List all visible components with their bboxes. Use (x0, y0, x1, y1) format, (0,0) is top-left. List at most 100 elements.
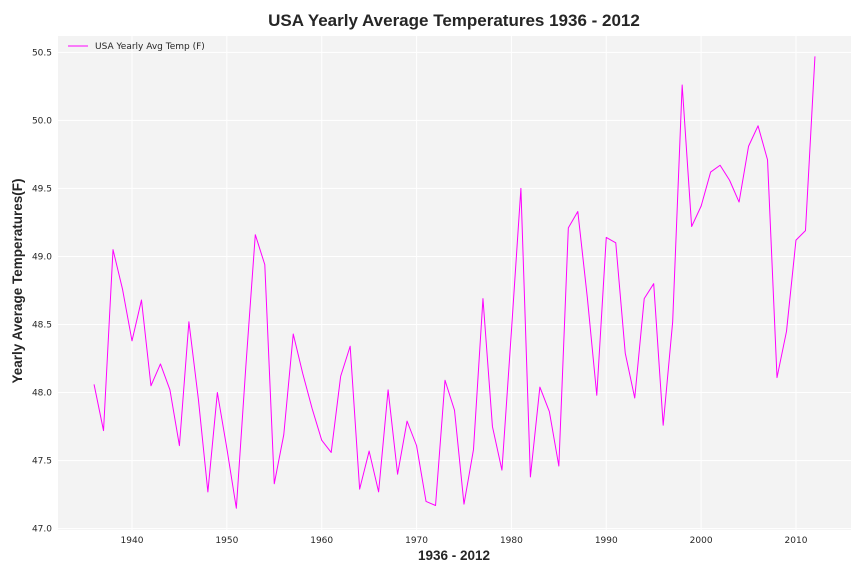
data-point (140, 299, 143, 302)
data-point (282, 433, 285, 436)
data-point (273, 482, 276, 485)
x-tick-label: 1970 (405, 536, 428, 546)
x-tick-label: 1940 (121, 536, 144, 546)
data-point (462, 503, 465, 506)
data-point (320, 439, 323, 442)
data-point (557, 465, 560, 468)
data-point (93, 383, 96, 386)
legend: USA Yearly Avg Temp (F) (68, 42, 205, 52)
data-point (776, 376, 779, 379)
data-point (263, 263, 266, 266)
y-tick-label: 47.0 (32, 525, 52, 535)
data-point (728, 179, 731, 182)
data-point (662, 424, 665, 427)
data-point (292, 333, 295, 336)
y-axis-label: Yearly Average Temperatures(F) (10, 178, 25, 383)
x-axis-label: 1936 - 2012 (418, 548, 490, 563)
data-point (757, 124, 760, 127)
series-layer (93, 55, 816, 510)
y-tick-label: 50.5 (32, 48, 52, 58)
data-point (785, 330, 788, 333)
data-point (491, 425, 494, 428)
data-point (178, 444, 181, 447)
data-point (813, 55, 816, 58)
data-point (481, 297, 484, 300)
x-tick-label: 2000 (690, 536, 713, 546)
x-tick-label: 1960 (310, 536, 333, 546)
y-tick-label: 48.0 (32, 389, 52, 399)
data-point (406, 420, 409, 423)
y-tick-label: 49.5 (32, 184, 52, 194)
data-point (605, 236, 608, 239)
data-point (681, 83, 684, 86)
data-point (510, 330, 513, 333)
data-point (529, 475, 532, 478)
y-tick-label: 49.0 (32, 252, 52, 262)
data-point (709, 171, 712, 174)
data-point (235, 507, 238, 510)
data-point (453, 409, 456, 412)
chart-title: USA Yearly Average Temperatures 1936 - 2… (268, 11, 640, 30)
data-point (700, 205, 703, 208)
legend-label: USA Yearly Avg Temp (F) (95, 42, 205, 52)
x-tick-label: 1990 (595, 536, 618, 546)
x-tick-label: 1980 (500, 536, 523, 546)
data-point (586, 296, 589, 299)
data-point (738, 201, 741, 204)
data-point (500, 469, 503, 472)
data-point (168, 388, 171, 391)
data-point (576, 210, 579, 213)
data-point (671, 320, 674, 323)
data-point (377, 490, 380, 493)
data-point (130, 339, 133, 342)
data-point (254, 233, 257, 236)
data-point (187, 320, 190, 323)
data-point (567, 226, 570, 229)
data-point (396, 473, 399, 476)
y-axis-ticks: 47.0 47.5 48.0 48.5 49.0 49.5 50.0 50.5 (32, 48, 52, 534)
data-point (415, 444, 418, 447)
data-point (614, 241, 617, 244)
data-point (206, 490, 209, 493)
data-point (643, 297, 646, 300)
y-tick-label: 47.5 (32, 457, 52, 467)
data-point (358, 488, 361, 491)
y-tick-label: 48.5 (32, 321, 52, 331)
data-point (595, 394, 598, 397)
data-point (159, 362, 162, 365)
data-point (349, 345, 352, 348)
data-point (434, 504, 437, 507)
x-axis-ticks: 1940 1950 1960 1970 1980 1990 2000 2010 (121, 536, 808, 546)
data-point (804, 229, 807, 232)
data-point (519, 187, 522, 190)
data-point (538, 386, 541, 389)
x-tick-label: 1950 (215, 536, 238, 546)
data-point (444, 379, 447, 382)
data-point (121, 288, 124, 291)
data-point (102, 429, 105, 432)
data-point (339, 375, 342, 378)
data-point (301, 372, 304, 375)
data-point (330, 451, 333, 454)
data-point (794, 239, 797, 242)
data-point (548, 410, 551, 413)
data-point (368, 450, 371, 453)
data-point (633, 396, 636, 399)
x-tick-label: 2010 (785, 536, 808, 546)
data-point (216, 391, 219, 394)
data-point (652, 282, 655, 285)
data-point (719, 164, 722, 167)
y-tick-label: 50.0 (32, 116, 52, 126)
data-point (747, 145, 750, 148)
plot-background (58, 36, 851, 530)
plot-area: 1940 1950 1960 1970 1980 1990 2000 2010 47.047.… (32, 36, 851, 546)
gridlines (58, 36, 851, 530)
series-line (93, 56, 816, 509)
data-point (425, 500, 428, 503)
data-point (149, 384, 152, 387)
data-point (225, 447, 228, 450)
data-point (311, 407, 314, 410)
data-point (244, 365, 247, 368)
data-point (690, 225, 693, 228)
